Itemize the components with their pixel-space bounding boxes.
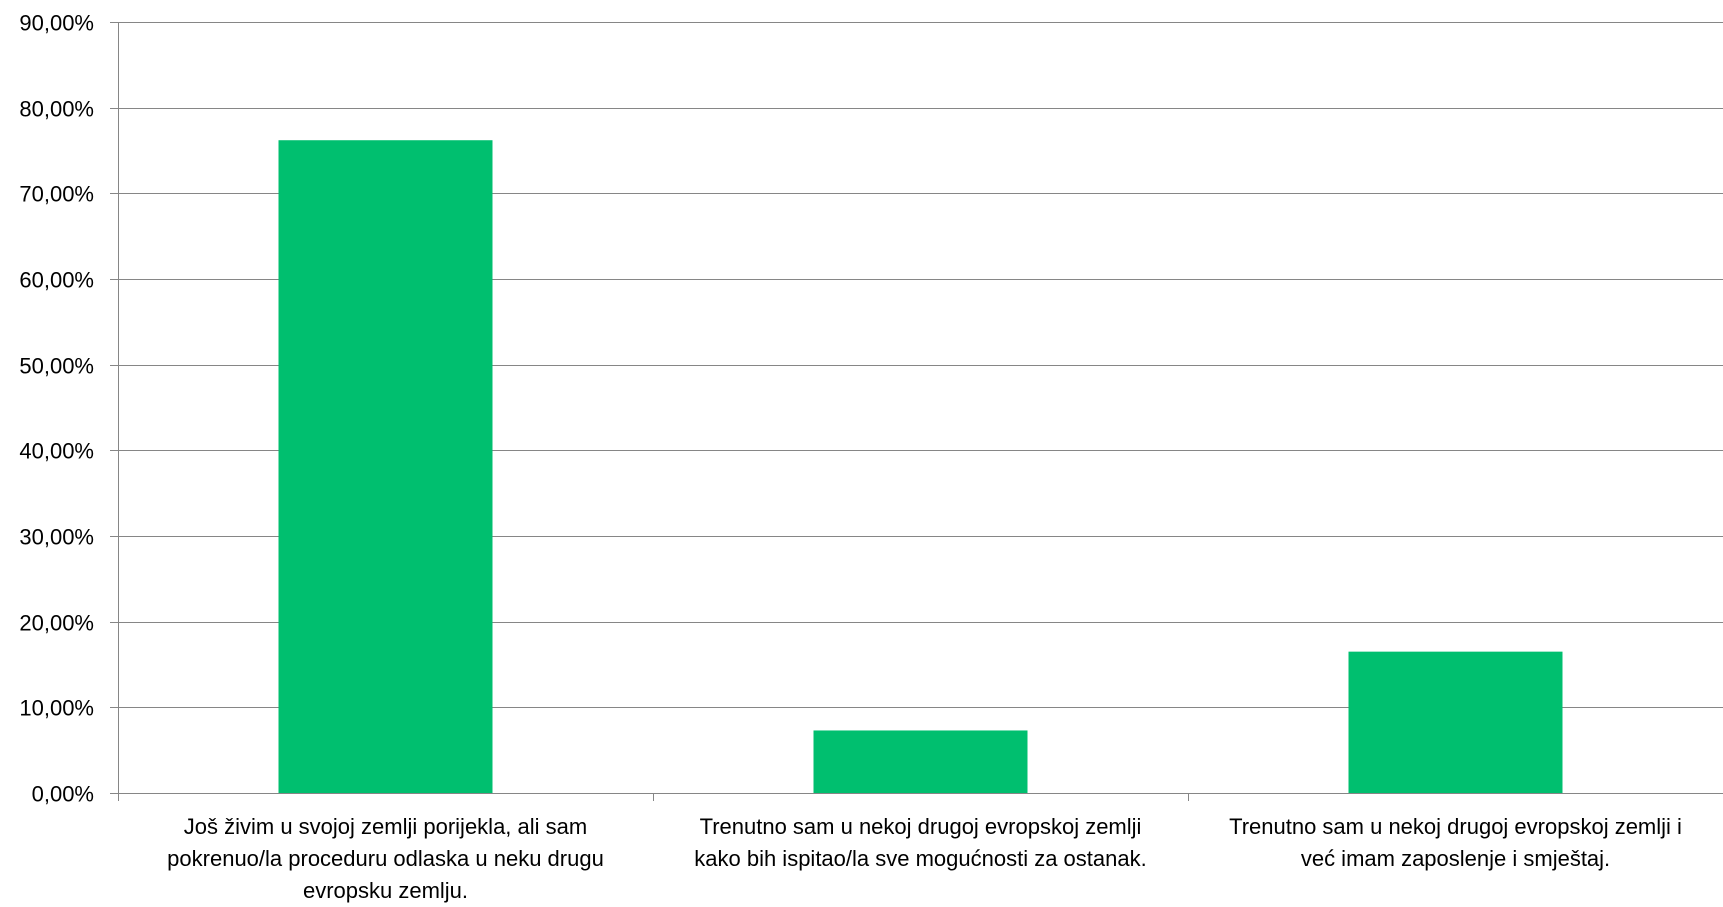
y-tick-label: 60,00% <box>19 268 94 293</box>
y-tick-label: 30,00% <box>19 525 94 550</box>
bar <box>278 140 493 794</box>
bar <box>1348 651 1563 793</box>
y-tick-label: 50,00% <box>19 354 94 379</box>
category-label: Trenutno sam u nekoj drugoj evropskoj ze… <box>694 814 1146 871</box>
category-label-line: već imam zaposlenje i smještaj. <box>1301 846 1610 871</box>
bars <box>278 140 1563 794</box>
category-labels: Još živim u svojoj zemlji porijekla, ali… <box>167 814 1682 903</box>
category-label: Još živim u svojoj zemlji porijekla, ali… <box>167 814 604 903</box>
category-label-line: kako bih ispitao/la sve mogućnosti za os… <box>694 846 1146 871</box>
y-tick-label: 80,00% <box>19 97 94 122</box>
axes <box>110 22 1723 801</box>
y-tick-label: 10,00% <box>19 696 94 721</box>
y-tick-label: 90,00% <box>19 11 94 36</box>
y-tick-label: 70,00% <box>19 182 94 207</box>
category-label-line: Trenutno sam u nekoj drugoj evropskoj ze… <box>1229 814 1682 839</box>
category-label-line: pokrenuo/la proceduru odlaska u neku dru… <box>167 846 604 871</box>
category-label-line: Trenutno sam u nekoj drugoj evropskoj ze… <box>700 814 1142 839</box>
bar <box>813 730 1028 793</box>
y-tick-label: 40,00% <box>19 439 94 464</box>
category-label: Trenutno sam u nekoj drugoj evropskoj ze… <box>1229 814 1682 871</box>
category-label-line: Još živim u svojoj zemlji porijekla, ali… <box>184 814 587 839</box>
y-tick-label: 20,00% <box>19 611 94 636</box>
y-tick-label: 0,00% <box>32 782 94 807</box>
y-tick-labels: 0,00% 10,00% 20,00% 30,00% 40,00% 50,00% 60,00… <box>19 11 94 807</box>
category-label-line: evropsku zemlju. <box>303 878 468 903</box>
